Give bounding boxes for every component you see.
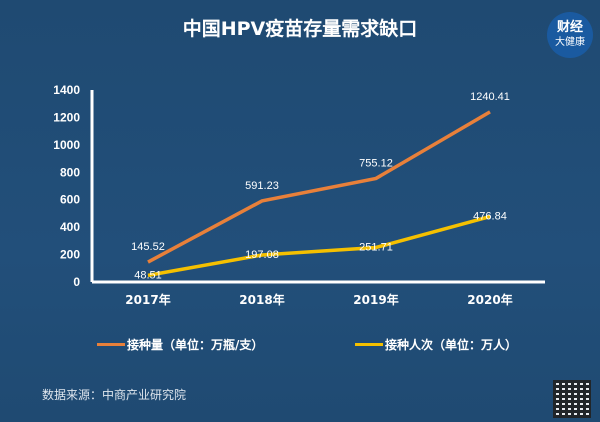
x-tick-label: 2017年 — [125, 292, 170, 307]
y-tick-label: 600 — [60, 193, 80, 207]
qr-code — [553, 380, 591, 418]
data-label: 1240.41 — [470, 91, 510, 103]
legend-label: 接种量（单位：万瓶/支） — [127, 338, 264, 352]
data-label: 251.71 — [359, 241, 393, 253]
chart-title: 中国HPV疫苗存量需求缺口 — [182, 18, 418, 40]
logo-subtext: 大健康 — [555, 37, 585, 48]
y-tick-label: 0 — [73, 275, 80, 289]
x-tick-label: 2020年 — [467, 292, 512, 307]
y-tick-label: 1400 — [53, 83, 80, 97]
data-label: 755.12 — [359, 157, 393, 169]
data-label: 48.51 — [134, 269, 162, 281]
legend-swatch — [355, 343, 383, 346]
y-tick-label: 1200 — [53, 110, 80, 124]
legend-label: 接种人次（单位：万人） — [385, 338, 518, 352]
legend-swatch — [97, 343, 125, 346]
x-tick-label: 2019年 — [353, 292, 398, 307]
data-label: 197.08 — [245, 249, 279, 261]
source-note: 数据来源：中商产业研究院 — [42, 388, 187, 402]
x-tick-label: 2018年 — [239, 292, 284, 307]
data-label: 145.52 — [131, 241, 165, 253]
data-label: 591.23 — [245, 180, 279, 192]
logo: 财经 大健康 — [547, 12, 593, 58]
y-tick-label: 1000 — [53, 138, 80, 152]
data-label: 476.84 — [473, 211, 507, 223]
series-line-0 — [147, 110, 491, 264]
y-tick-label: 400 — [60, 220, 80, 234]
logo-text: 财经 — [556, 20, 583, 35]
series-line-1 — [147, 214, 491, 278]
y-tick-label: 200 — [60, 248, 80, 262]
legend-item-0: 接种量（单位：万瓶/支） — [97, 336, 263, 353]
legend-item-1: 接种人次（单位：万人） — [355, 336, 517, 353]
y-tick-label: 800 — [60, 165, 80, 179]
